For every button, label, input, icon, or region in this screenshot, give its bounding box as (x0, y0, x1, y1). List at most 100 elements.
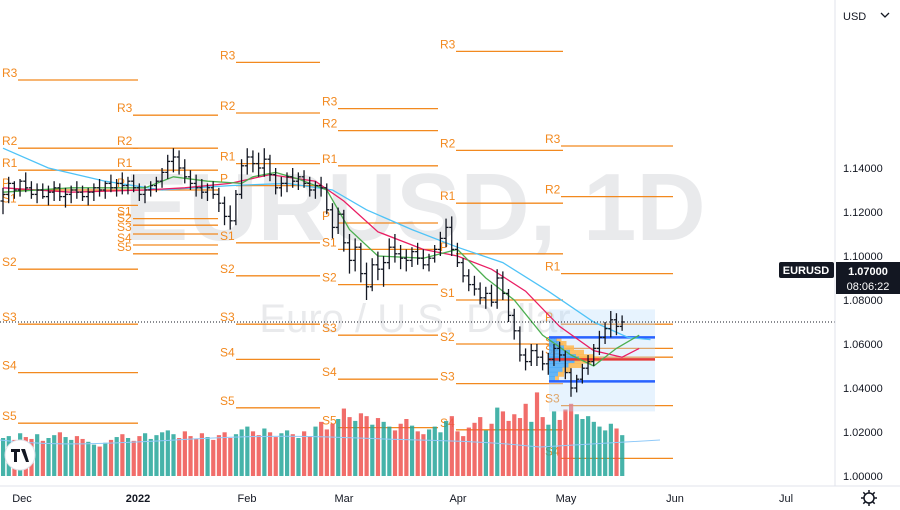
pivot-label: S3 (220, 310, 235, 324)
ohlc-bar (40, 183, 46, 199)
ohlc-bar (602, 322, 608, 344)
volume-bar (415, 431, 420, 476)
profile-bin-value-area (568, 363, 582, 368)
volume-bar (603, 430, 608, 476)
ohlc-bar (97, 179, 103, 197)
volume-bar (449, 416, 454, 476)
tradingview-logo[interactable] (4, 439, 36, 471)
volume-bar (205, 437, 210, 476)
price-tag: EURUSD 1.07000 08:06:22 (779, 262, 900, 294)
volume-bar (512, 414, 517, 476)
volume-bar (569, 403, 574, 476)
volume-bar (534, 392, 540, 476)
volume-bar (250, 431, 256, 476)
settings-button[interactable] (861, 490, 877, 506)
volume-bar (421, 434, 426, 476)
volume-bar (52, 435, 57, 476)
ohlc-bar (159, 168, 165, 188)
ohlc-bar (34, 183, 40, 204)
tradingview-logo-icon (11, 449, 29, 462)
volume-bar (546, 424, 551, 476)
volume-bar (398, 423, 403, 476)
ohlc-bar (591, 344, 597, 366)
ohlc-bar (523, 348, 529, 371)
currency-label: USD (843, 11, 866, 23)
pivot-label: R3 (440, 37, 456, 51)
ohlc-bar (114, 179, 120, 197)
ohlc-bar (131, 174, 137, 193)
ohlc-bar (295, 172, 301, 190)
time-tick-label: 2022 (126, 493, 150, 505)
volume-bar (222, 432, 227, 476)
pivot-label: S3 (440, 370, 455, 384)
ohlc-bar (148, 181, 154, 197)
pivot-label: R3 (2, 66, 18, 80)
time-tick-label: May (556, 493, 577, 505)
ohlc-bar (45, 185, 51, 206)
ohlc-bar (506, 289, 512, 322)
ohlc-bar (80, 185, 86, 201)
ohlc-bar (165, 154, 171, 179)
ohlc-bar (176, 150, 182, 175)
ohlc-bar (426, 253, 432, 272)
pivot-label: S5 (220, 394, 235, 408)
volume-bar (529, 421, 534, 476)
ohlc-bar (477, 282, 483, 305)
volume-bar (409, 425, 415, 476)
ohlc-bar (608, 311, 614, 338)
time-tick-label: Apr (449, 493, 466, 505)
pivot-label: P (545, 310, 553, 324)
ohlc-bar (204, 183, 210, 201)
profile-bin (549, 336, 557, 342)
pivot-label: S3 (117, 220, 132, 234)
volume-bar (523, 403, 528, 476)
time-tick-label: Jun (666, 493, 684, 505)
pivot-label: R2 (220, 99, 236, 113)
ohlc-bar (460, 258, 466, 283)
ohlc-bar (136, 183, 142, 201)
pivot-label: S2 (440, 330, 455, 344)
volume-profile (549, 309, 655, 412)
ohlc-bar (170, 148, 176, 173)
ohlc-bar (182, 159, 188, 184)
last-price-text: 1.07000 (848, 266, 888, 278)
time-axis-ticks[interactable]: Dec 2022 Feb Mar Apr May Jun Jul (12, 493, 793, 505)
volume-bar (154, 435, 159, 476)
ohlc-bar (403, 249, 409, 272)
ohlc-bar (324, 183, 330, 215)
price-axis[interactable] (835, 0, 900, 486)
volume-bar (296, 438, 301, 476)
volume-bar (40, 440, 45, 476)
ohlc-bar (574, 374, 580, 393)
time-tick-label: Feb (238, 493, 257, 505)
pivot-label: R2 (117, 134, 133, 148)
volume-bar (489, 423, 494, 476)
volume-bar (131, 440, 136, 476)
ohlc-bar (256, 152, 262, 177)
ohlc-bar (290, 168, 296, 188)
volume-bar (182, 431, 187, 476)
price-bars (0, 148, 625, 397)
pivot-label: R1 (2, 156, 18, 170)
symbol-tag (779, 262, 834, 278)
ohlc-bar (415, 242, 421, 265)
volume-bar (46, 438, 51, 476)
profile-bin (549, 367, 563, 373)
ohlc-bar (613, 313, 619, 336)
ohlc-bar (222, 196, 228, 226)
volume-bar (57, 432, 62, 476)
ohlc-bar (119, 172, 125, 195)
price-tick-label: 1.12000 (843, 207, 883, 219)
volume-bar (35, 434, 40, 476)
volume-bar (211, 439, 216, 476)
profile-bin-value-area (556, 336, 562, 342)
ohlc-bar (545, 352, 551, 375)
volume-bar (256, 435, 261, 476)
volume-bar (228, 438, 233, 476)
ohlc-bar (0, 187, 6, 215)
price-tick-label: 1.02000 (843, 427, 883, 439)
currency-dropdown[interactable]: USD (843, 11, 890, 23)
volume-bar (125, 438, 131, 476)
ohlc-bar (51, 181, 57, 201)
